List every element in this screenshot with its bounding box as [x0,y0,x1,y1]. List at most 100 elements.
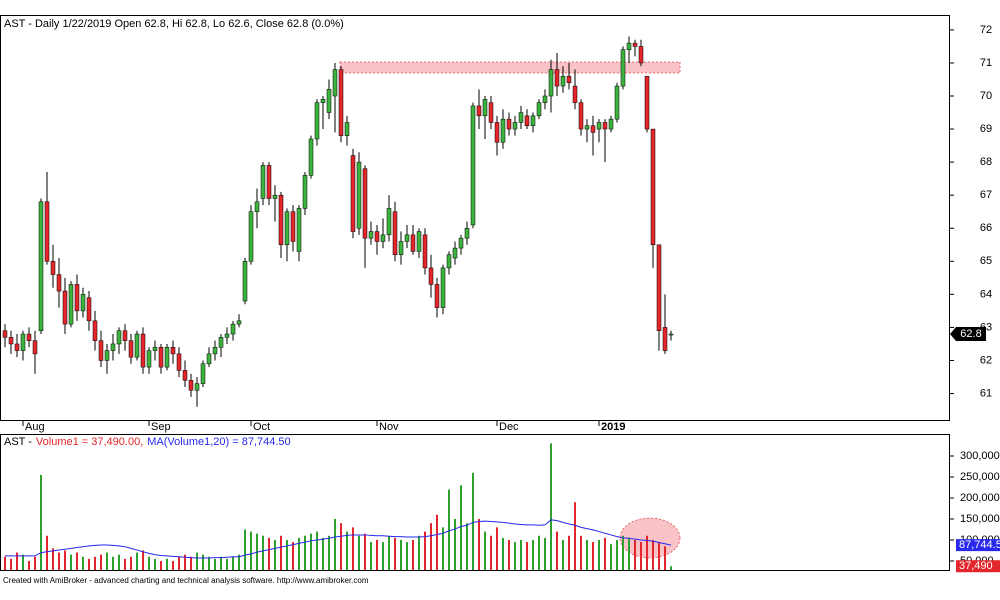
volume-bar [190,556,192,570]
volume-bar [442,527,444,570]
candle-body [302,175,308,209]
candle-body [620,49,626,87]
candle-body [128,340,134,358]
candle-body [80,294,86,312]
value-tag-label: 37,490 [959,560,993,572]
candle-body [74,284,80,312]
candle-body [350,155,356,232]
candle-body [110,343,116,351]
volume-bar [274,539,276,570]
candle-body [602,122,608,130]
candle-body [278,194,284,246]
candle-body [158,347,164,368]
candle-body [146,350,152,368]
candle-body [218,337,224,348]
candle-body [242,261,248,302]
volume-bar [196,552,198,570]
volume-bar [640,542,642,570]
candle-body [140,333,146,368]
candle-body [614,85,620,120]
volume-bar [148,556,150,570]
volume-bar [106,552,108,570]
candle-body [116,330,122,345]
candle-body [608,118,614,130]
resistance-zone [339,61,681,74]
x-tick-label: Dec [499,421,519,433]
volume-bar [160,560,162,570]
volume-bar [562,539,564,570]
candle-body [230,323,236,335]
candle-body [500,118,506,143]
volume-bar [622,535,624,570]
volume-bar [472,472,474,570]
candle-body [422,234,428,269]
value-tag [956,539,1000,552]
volume-bar [76,552,78,570]
volume-bar [658,542,660,570]
volume-bar [592,542,594,570]
candle-body [290,211,296,242]
candle-body [452,247,458,259]
candle-body [92,320,98,341]
volume-bar [124,558,126,570]
candle-body [392,211,398,255]
volume-bar [616,539,618,570]
candle-body [524,115,530,127]
candle-body [656,244,662,331]
volume-bar [310,533,312,570]
candle-body [122,330,128,341]
candle-body [68,284,74,325]
volume-bar [52,548,54,570]
volume-bar [448,489,450,570]
y-tick-label: 61 [980,387,992,399]
candle-body [554,69,560,87]
y-tick-label: 66 [980,222,992,234]
candle-body [638,46,644,64]
candle-body [518,112,524,123]
volume-bar [136,552,138,570]
candle-body [20,333,26,351]
volume-bar [202,554,204,570]
volume-bar [100,554,102,570]
candle-body [32,340,38,355]
value-tag [956,560,1000,573]
volume-bar [238,554,240,570]
volume-panel [0,434,950,571]
volume-bar [610,544,612,570]
volume-bar [394,537,396,570]
candle-body [260,165,266,199]
volume-bar [634,539,636,570]
volume-bar [502,537,504,570]
volume-bar [406,542,408,570]
candle-body [26,333,32,341]
candle-body [632,42,638,47]
candle-body [548,69,554,97]
volume-bar [430,523,432,570]
volume-bar [490,535,492,570]
volume-bar [580,535,582,570]
x-tick-label: Oct [253,421,270,433]
volume-bar [346,531,348,570]
x-tick-label: Aug [25,421,45,433]
volume-bar [526,542,528,570]
volume-bar [532,539,534,570]
candle-body [104,350,110,361]
candle-body [374,231,380,242]
candle-body [8,337,14,345]
candle-body [476,105,482,117]
candle-body [272,194,278,199]
candle-body [344,122,350,136]
y-tick-label: 71 [980,57,992,69]
y-tick-label: 65 [980,255,992,267]
volume-bar [412,539,414,570]
candle-body [596,122,602,130]
candle-body [2,330,8,338]
candle-body [434,284,440,308]
legend-entry: MA(Volume1,20) = 87,744.50 [147,436,290,448]
volume-bar [88,558,90,570]
volume-bar [544,537,546,570]
volume-bar [304,535,306,570]
volume-bar [40,474,42,570]
volume-bar [34,556,36,570]
